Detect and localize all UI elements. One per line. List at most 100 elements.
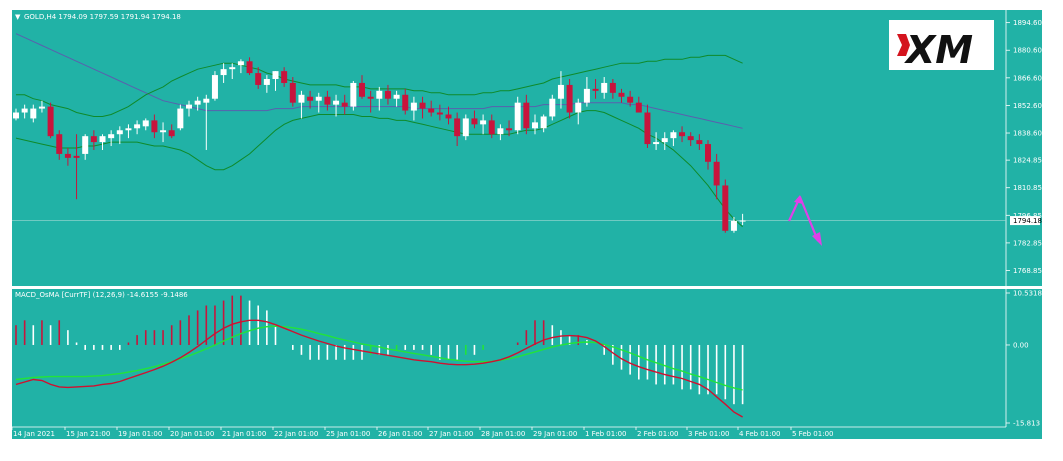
price-tick-label: 1866.60: [1013, 74, 1042, 82]
forecast-arrow-icon: [788, 195, 822, 246]
chart-menu-arrow-icon[interactable]: ▼: [15, 13, 21, 21]
candle-body: [359, 82, 365, 97]
candle-body: [393, 94, 400, 99]
candle-body: [454, 118, 461, 137]
candle: [618, 88, 625, 103]
price-tick-label: 1768.85: [1013, 267, 1042, 275]
candle-body: [410, 102, 417, 111]
candle: [142, 118, 149, 131]
candle: [687, 132, 694, 147]
time-axis[interactable]: [12, 427, 1042, 439]
candle-body: [324, 96, 331, 105]
candle-body: [514, 102, 521, 131]
candle-body: [653, 142, 660, 145]
candle-body: [523, 102, 530, 129]
candle: [289, 77, 296, 107]
price-axis[interactable]: [1006, 10, 1042, 286]
candle-body: [601, 82, 608, 93]
candle-body: [436, 112, 443, 115]
current-price-marker: 1794.18: [1010, 216, 1042, 226]
candle-body: [402, 94, 409, 111]
price-panel[interactable]: [12, 10, 1006, 286]
candle: [367, 90, 374, 113]
candle: [64, 148, 71, 166]
candle-body: [367, 96, 374, 99]
candle-body: [384, 90, 391, 99]
xm-logo: XM: [889, 20, 994, 72]
candle: [82, 134, 89, 160]
candle: [21, 104, 28, 119]
candle-body: [713, 161, 720, 186]
candle: [30, 104, 37, 123]
macd-panel[interactable]: [12, 289, 1006, 427]
candle-body: [30, 108, 37, 119]
candle-body: [480, 120, 487, 125]
candle-body: [644, 112, 651, 145]
candle-body: [108, 134, 115, 139]
candle-body: [618, 92, 625, 97]
time-tick-label: 14 Jan 2021: [13, 430, 55, 438]
candle-body: [90, 136, 97, 143]
candle: [488, 114, 495, 139]
candle: [480, 114, 487, 135]
candle-body: [566, 84, 573, 113]
candle-body: [687, 136, 694, 141]
time-tick-label: 15 Jan 21:00: [66, 430, 110, 438]
candle: [549, 94, 556, 121]
macd-axis[interactable]: [1006, 289, 1042, 427]
candle-body: [160, 130, 167, 133]
candle-body: [142, 120, 149, 127]
candle: [436, 104, 443, 121]
candle: [506, 120, 513, 137]
candle: [350, 80, 357, 111]
candle-body: [263, 79, 270, 85]
price-tick-label: 1782.85: [1013, 239, 1042, 247]
time-tick-label: 28 Jan 01:00: [481, 430, 525, 438]
candle: [246, 57, 253, 76]
price-tick-label: 1880.60: [1013, 47, 1042, 55]
candle: [125, 124, 132, 139]
candle: [523, 94, 530, 135]
price-tick-label: 1810.85: [1013, 184, 1042, 192]
candle: [557, 71, 564, 109]
candle: [333, 94, 340, 117]
candle-body: [82, 136, 89, 154]
candle: [90, 130, 97, 150]
candle-body: [246, 61, 253, 74]
candle: [575, 98, 582, 125]
candle-body: [13, 112, 19, 119]
candle-body: [56, 134, 63, 154]
candle-body: [419, 102, 426, 109]
candle-body: [333, 100, 340, 105]
time-tick-label: 29 Jan 01:00: [533, 430, 577, 438]
time-tick-label: 2 Feb 01:00: [637, 430, 678, 438]
candle: [419, 96, 426, 119]
candle-body: [532, 122, 538, 129]
candle-body: [220, 69, 227, 76]
candle-body: [661, 138, 668, 143]
candle-body: [376, 90, 383, 99]
candle-body: [506, 128, 513, 131]
candle: [540, 114, 547, 133]
candle-body: [116, 130, 123, 135]
time-tick-label: 21 Jan 01:00: [222, 430, 266, 438]
xm-logo-text: XM: [904, 28, 973, 72]
candle-body: [73, 155, 80, 158]
candle-body: [134, 124, 141, 129]
candle: [696, 134, 703, 150]
candle: [713, 153, 720, 200]
candle: [454, 112, 461, 147]
candle-body: [696, 140, 703, 145]
time-tick-label: 3 Feb 01:00: [688, 430, 729, 438]
candle: [186, 100, 192, 117]
candle: [583, 77, 590, 107]
price-layer: [12, 33, 1006, 233]
candle: [211, 71, 218, 101]
candle-body: [635, 102, 642, 113]
candle: [56, 130, 63, 160]
candle-body: [272, 71, 279, 80]
candle-body: [679, 132, 686, 137]
candle: [566, 79, 573, 119]
candle-body: [627, 96, 634, 103]
